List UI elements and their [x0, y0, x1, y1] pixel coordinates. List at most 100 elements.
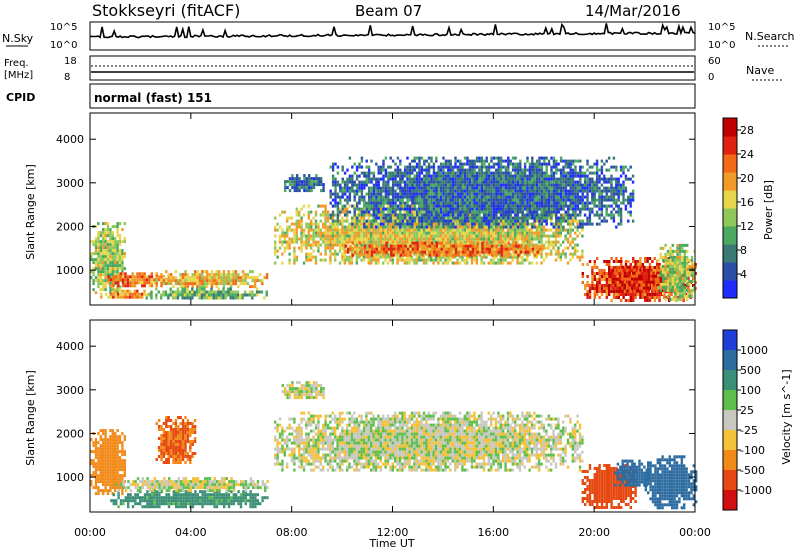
data-cell	[353, 162, 356, 166]
data-cell	[355, 207, 358, 211]
data-cell	[574, 204, 577, 208]
data-cell	[450, 253, 453, 257]
data-cell	[210, 293, 213, 297]
data-cell	[471, 186, 474, 190]
data-cell	[574, 246, 577, 250]
data-cell	[439, 213, 443, 217]
data-cell	[227, 293, 230, 297]
data-cell	[300, 216, 303, 220]
data-cell	[430, 210, 433, 214]
data-cell	[293, 228, 296, 232]
data-cell	[485, 231, 488, 235]
data-cell	[468, 237, 471, 241]
data-cell	[447, 162, 450, 166]
data-cell	[550, 207, 553, 211]
data-cell	[350, 228, 354, 232]
data-cell	[463, 195, 467, 199]
data-cell	[526, 250, 530, 254]
data-cell	[148, 284, 151, 288]
data-cell	[497, 192, 500, 196]
data-cell	[296, 180, 299, 184]
data-cell	[288, 258, 291, 262]
data-cell	[490, 198, 493, 202]
data-cell	[124, 275, 127, 279]
data-cell	[329, 231, 332, 235]
data-cell	[389, 255, 392, 259]
data-cell	[442, 210, 445, 214]
data-cell	[554, 240, 558, 244]
data-cell	[392, 253, 395, 257]
data-cell	[314, 255, 318, 259]
data-cell	[215, 296, 218, 300]
data-cell	[514, 228, 517, 232]
data-cell	[494, 228, 498, 232]
data-cell	[495, 253, 499, 257]
data-cell	[579, 195, 582, 199]
data-cell	[138, 275, 142, 279]
data-cell	[159, 293, 163, 297]
data-cell	[506, 225, 510, 229]
data-cell	[461, 237, 464, 241]
data-cell	[314, 222, 318, 226]
data-cell	[442, 228, 445, 232]
data-cell	[418, 186, 421, 190]
data-cell	[413, 252, 416, 256]
data-cell	[286, 225, 289, 229]
data-cell	[492, 228, 495, 232]
data-cell	[439, 192, 443, 196]
data-cell	[511, 186, 515, 190]
data-cell	[281, 252, 284, 256]
data-cell	[195, 287, 199, 291]
noise-left-tick-top: 10^5	[50, 22, 77, 33]
data-cell	[557, 186, 560, 190]
data-cell	[509, 252, 512, 256]
data-cell	[109, 264, 112, 268]
data-cell	[104, 270, 107, 274]
data-cell	[435, 253, 439, 257]
data-cell	[545, 201, 548, 205]
data-cell	[346, 243, 349, 247]
data-cell	[111, 255, 114, 259]
data-cell	[433, 253, 436, 257]
data-cell	[353, 240, 356, 244]
data-cell	[303, 186, 306, 190]
data-cell	[481, 244, 484, 248]
data-cell	[564, 234, 567, 238]
data-cell	[458, 261, 462, 265]
data-cell	[430, 204, 433, 208]
data-cell	[502, 237, 505, 241]
data-cell	[186, 279, 190, 283]
data-cell	[487, 174, 491, 178]
data-cell	[459, 216, 462, 220]
data-cell	[511, 162, 515, 166]
data-cell	[109, 295, 113, 299]
data-cell	[557, 177, 560, 181]
data-cell	[307, 228, 310, 232]
data-cell	[123, 255, 126, 259]
data-cell	[341, 225, 344, 229]
data-cell	[355, 222, 359, 226]
data-cell	[420, 228, 423, 232]
data-cell	[543, 201, 546, 205]
data-cell	[459, 192, 462, 196]
data-cell	[468, 204, 472, 208]
data-cell	[198, 293, 201, 297]
data-cell	[123, 267, 126, 271]
data-cell	[360, 183, 364, 187]
data-cell	[576, 255, 579, 259]
data-cell	[566, 246, 570, 250]
data-cell	[482, 225, 486, 229]
data-cell	[341, 234, 344, 238]
data-cell	[360, 243, 363, 247]
data-cell	[425, 192, 428, 196]
data-cell	[274, 243, 277, 247]
data-cell	[480, 177, 484, 181]
data-cell	[571, 192, 575, 196]
data-cell	[358, 225, 361, 229]
data-cell	[274, 252, 277, 256]
data-cell	[200, 290, 204, 294]
data-cell	[481, 247, 484, 251]
data-cell	[343, 231, 346, 235]
data-cell	[493, 244, 496, 248]
data-cell	[432, 177, 436, 181]
